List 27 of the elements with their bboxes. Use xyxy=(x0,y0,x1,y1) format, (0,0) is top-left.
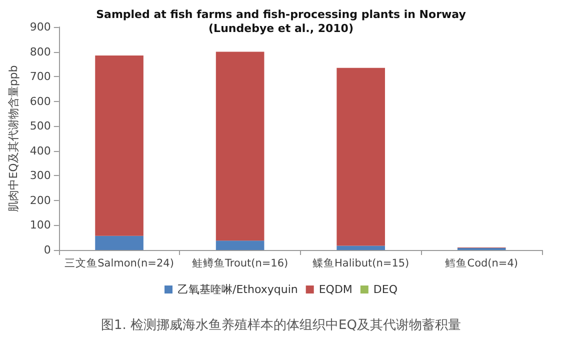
legend-label: EQDM xyxy=(318,283,352,296)
chart-subtitle: (Lundebye et al., 2010) xyxy=(208,22,354,35)
x-tick-label: 鳕鱼Cod(n=4) xyxy=(445,258,518,270)
y-tick-label: 500 xyxy=(30,120,51,133)
y-tick-label: 0 xyxy=(44,244,51,256)
caption: 图1. 检测挪威海水鱼养殖样本的体组织中EQ及其代谢物蓄积量 xyxy=(101,317,461,333)
bar xyxy=(216,240,264,250)
bar xyxy=(336,246,385,250)
y-tick-label: 800 xyxy=(30,45,51,58)
x-tick-label: 鲑鳟鱼Trout(n=16) xyxy=(192,256,288,270)
y-axis-title: 肌肉中EQ及其代谢物含量ppb xyxy=(7,65,20,212)
bar xyxy=(216,52,264,241)
bar xyxy=(336,68,385,246)
legend-label: 乙氧基喹啉/Ethoxyquin xyxy=(178,283,298,296)
x-tick-label: 鲽鱼Halibut(n=15) xyxy=(312,258,410,270)
x-tick-label: 三文鱼Salmon(n=24) xyxy=(64,256,174,270)
legend-label: DEQ xyxy=(373,283,398,296)
bar xyxy=(95,55,144,236)
y-tick-label: 300 xyxy=(30,169,51,182)
y-tick-label: 200 xyxy=(30,194,51,207)
y-tick-label: 900 xyxy=(30,20,51,34)
bar xyxy=(95,236,144,250)
chart-title: Sampled at fish farms and fish-processing plants in Norway xyxy=(96,8,466,21)
y-tick-label: 700 xyxy=(30,70,51,84)
y-tick-label: 100 xyxy=(30,218,51,232)
y-tick-label: 600 xyxy=(30,94,51,108)
y-tick-label: 400 xyxy=(30,144,51,158)
